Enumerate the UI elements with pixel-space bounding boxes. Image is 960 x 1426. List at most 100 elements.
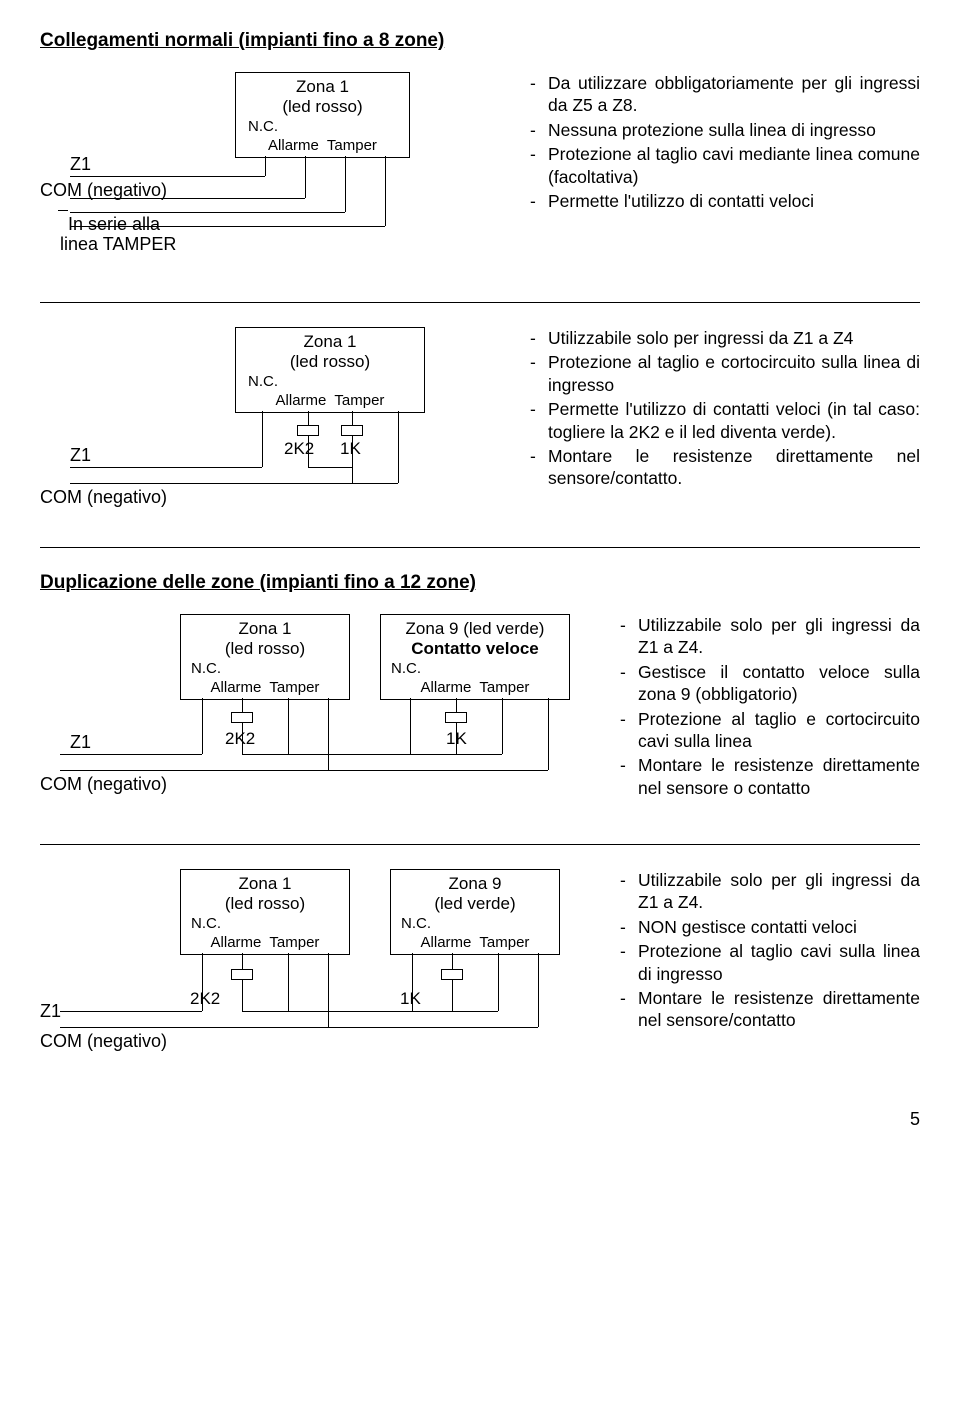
wire xyxy=(498,953,499,1011)
bullet: Permette l'utilizzo di contatti veloci xyxy=(530,190,920,212)
nc-label: N.C. xyxy=(183,660,347,677)
resistor-1k xyxy=(445,712,467,723)
block-4: Zona 1 (led rosso) N.C. Allarme Tamper Z… xyxy=(40,869,920,1079)
wire xyxy=(70,467,262,468)
bullet: Protezione al taglio e cortocircuito sul… xyxy=(530,351,920,396)
wire xyxy=(548,698,549,770)
wire xyxy=(328,698,329,770)
bullet: Utilizzabile solo per ingressi da Z1 a Z… xyxy=(530,327,920,349)
com-label: COM (negativo) xyxy=(40,1031,167,1052)
wire xyxy=(502,698,503,754)
wire xyxy=(398,411,399,483)
wire xyxy=(70,176,265,177)
nc-label: N.C. xyxy=(393,915,557,932)
bullet: Nessuna protezione sulla linea di ingres… xyxy=(530,119,920,141)
section-title-1: Collegamenti normali (impianti fino a 8 … xyxy=(40,30,920,52)
page-number: 5 xyxy=(40,1109,920,1130)
tamper-label: Tamper xyxy=(269,934,319,951)
block-3: Zona 1 (led rosso) N.C. Allarme Tamper Z… xyxy=(40,614,920,824)
bullet: Montare le resistenze direttamente nel s… xyxy=(620,987,920,1032)
bullet: Utilizzabile solo per gli ingressi da Z1… xyxy=(620,614,920,659)
z1-label: Z1 xyxy=(70,154,91,175)
wire xyxy=(452,980,453,1011)
wire xyxy=(308,467,352,468)
wire xyxy=(242,698,243,712)
wire xyxy=(242,980,243,1011)
res-1k-label: 1K xyxy=(446,729,467,749)
zone1-box: Zona 1 (led rosso) N.C. Allarme Tamper xyxy=(180,614,350,700)
allarme-label: Allarme xyxy=(211,934,262,951)
zone9-title: Zona 9 (led verde) xyxy=(383,619,567,639)
wire xyxy=(308,411,309,425)
tamper-label: Tamper xyxy=(269,679,319,696)
wire xyxy=(70,483,398,484)
bullet: Permette l'utilizzo di contatti veloci (… xyxy=(530,398,920,443)
wire xyxy=(242,953,243,969)
allarme-label: Allarme xyxy=(211,679,262,696)
zone1-sub: (led rosso) xyxy=(183,894,347,914)
allarme-label: Allarme xyxy=(421,934,472,951)
wire xyxy=(538,953,539,1027)
z1-label: Z1 xyxy=(70,732,91,753)
zone1-title: Zona 1 xyxy=(238,332,422,352)
tamper-label: Tamper xyxy=(479,934,529,951)
separator xyxy=(40,844,920,845)
wire xyxy=(202,698,203,754)
resistor-2k2 xyxy=(297,425,319,436)
wire xyxy=(58,210,68,211)
resistor-1k xyxy=(441,969,463,980)
bullet: Da utilizzare obbligatoriamente per gli … xyxy=(530,72,920,117)
bullet: Protezione al taglio e cortocircuito cav… xyxy=(620,708,920,753)
res-2k2-label: 2K2 xyxy=(225,729,255,749)
nc-label: N.C. xyxy=(383,660,567,677)
bullet: NON gestisce contatti veloci xyxy=(620,916,920,938)
separator xyxy=(40,547,920,548)
bullets-4: Utilizzabile solo per gli ingressi da Z1… xyxy=(620,869,920,1032)
wire xyxy=(456,698,457,712)
zone1-title: Zona 1 xyxy=(238,77,407,97)
bullets-1: Da utilizzare obbligatoriamente per gli … xyxy=(530,72,920,212)
serie-line2: linea TAMPER xyxy=(60,234,176,255)
bullets-2: Utilizzabile solo per ingressi da Z1 a Z… xyxy=(530,327,920,490)
resistor-2k2 xyxy=(231,712,253,723)
bullet: Montare le resistenze direttamente nel s… xyxy=(620,754,920,799)
nc-label: N.C. xyxy=(238,373,422,390)
zone1-sub: (led rosso) xyxy=(238,352,422,372)
com-label: COM (negativo) xyxy=(40,180,167,201)
wire xyxy=(288,698,289,754)
bullets-3: Utilizzabile solo per gli ingressi da Z1… xyxy=(620,614,920,799)
bullet: Protezione al taglio cavi sulla linea di… xyxy=(620,940,920,985)
bullet: Protezione al taglio cavi mediante linea… xyxy=(530,143,920,188)
zone1-sub: (led rosso) xyxy=(183,639,347,659)
tamper-label: Tamper xyxy=(334,392,384,409)
zone9-fast-sub: Contatto veloce xyxy=(383,639,567,659)
res-1k-label: 1K xyxy=(340,439,361,459)
wire xyxy=(305,156,306,198)
res-2k2-label: 2K2 xyxy=(284,439,314,459)
z1-label: Z1 xyxy=(40,1001,61,1022)
wire xyxy=(60,754,202,755)
resistor-2k2 xyxy=(231,969,253,980)
allarme-label: Allarme xyxy=(421,679,472,696)
wire xyxy=(452,953,453,969)
wire xyxy=(242,754,502,755)
wire xyxy=(262,411,263,467)
bullet: Utilizzabile solo per gli ingressi da Z1… xyxy=(620,869,920,914)
zone1-box: Zona 1 (led rosso) N.C. Allarme Tamper xyxy=(235,72,410,158)
com-label: COM (negativo) xyxy=(40,774,167,795)
wire xyxy=(410,698,411,754)
res-2k2-label: 2K2 xyxy=(190,989,220,1009)
zone1-sub: (led rosso) xyxy=(238,97,407,117)
nc-label: N.C. xyxy=(183,915,347,932)
zone1-box: Zona 1 (led rosso) N.C. Allarme Tamper xyxy=(235,327,425,413)
zone9-box: Zona 9 (led verde) N.C. Allarme Tamper xyxy=(390,869,560,955)
wire xyxy=(70,212,345,213)
res-1k-label: 1K xyxy=(400,989,421,1009)
wire xyxy=(265,156,266,176)
wire xyxy=(352,411,353,425)
zone1-title: Zona 1 xyxy=(183,874,347,894)
block-2: Zona 1 (led rosso) N.C. Allarme Tamper 2… xyxy=(40,327,920,527)
block-1: Zona 1 (led rosso) N.C. Allarme Tamper Z… xyxy=(40,72,920,282)
wire xyxy=(60,1027,538,1028)
allarme-label: Allarme xyxy=(268,137,319,154)
